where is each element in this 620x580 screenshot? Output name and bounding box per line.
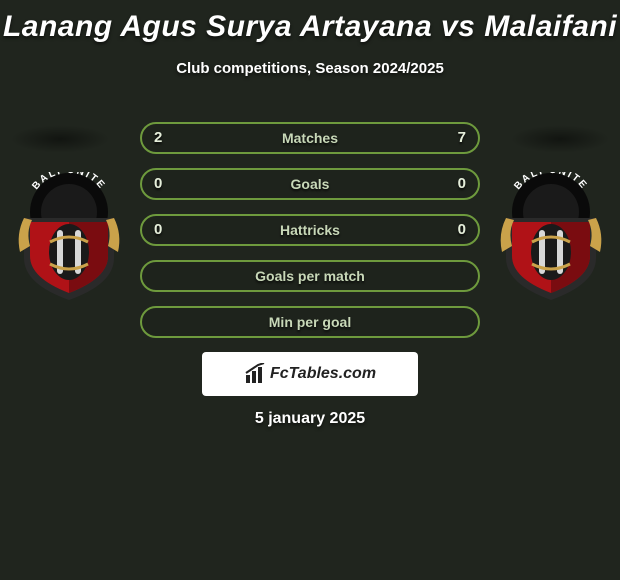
stat-row-gpm: Goals per match	[140, 260, 480, 292]
stat-hattricks-right: 0	[458, 216, 466, 244]
stat-matches-left: 2	[154, 124, 162, 152]
date-label: 5 january 2025	[0, 410, 620, 428]
club-crest-right: BALI UNITE	[492, 172, 610, 300]
stat-matches-label: Matches	[282, 130, 338, 146]
stat-matches-right: 7	[458, 124, 466, 152]
brand-badge: FcTables.com	[202, 352, 418, 396]
brand-text: FcTables.com	[270, 365, 376, 383]
stat-row-goals: 0 Goals 0	[140, 168, 480, 200]
stat-goals-label: Goals	[291, 176, 330, 192]
stat-row-matches: 2 Matches 7	[140, 122, 480, 154]
player-shadow-right	[510, 125, 610, 153]
stat-row-hattricks: 0 Hattricks 0	[140, 214, 480, 246]
stat-mpg-label: Min per goal	[269, 314, 351, 330]
stat-hattricks-left: 0	[154, 216, 162, 244]
page-subtitle: Club competitions, Season 2024/2025	[0, 60, 620, 77]
stat-row-mpg: Min per goal	[140, 306, 480, 338]
player-shadow-left	[10, 125, 110, 153]
club-crest-left: BALI UNITE	[10, 172, 128, 300]
brand-chart-icon	[244, 363, 266, 385]
stat-hattricks-label: Hattricks	[280, 222, 340, 238]
stats-panel: 2 Matches 7 0 Goals 0 0 Hattricks 0 Goal…	[140, 122, 480, 352]
stat-goals-right: 0	[458, 170, 466, 198]
stat-goals-left: 0	[154, 170, 162, 198]
stat-gpm-label: Goals per match	[255, 268, 365, 284]
page-title: Lanang Agus Surya Artayana vs Malaifani	[0, 0, 620, 44]
